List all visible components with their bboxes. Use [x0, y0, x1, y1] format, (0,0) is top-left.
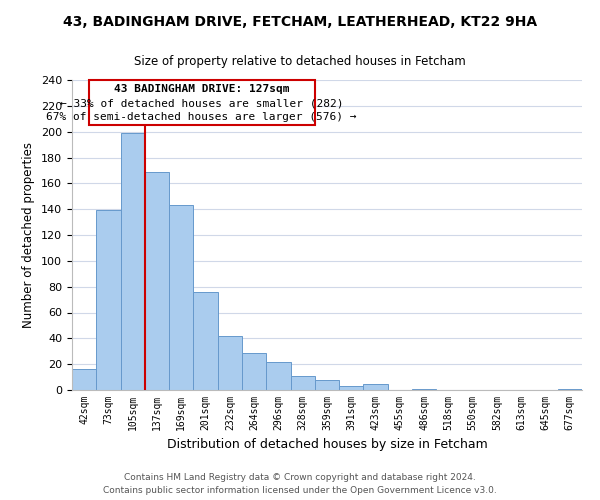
Bar	[145, 172, 169, 390]
Bar	[315, 380, 339, 390]
Bar	[339, 386, 364, 390]
Text: Size of property relative to detached houses in Fetcham: Size of property relative to detached ho…	[134, 55, 466, 68]
Bar	[242, 352, 266, 390]
Bar	[96, 210, 121, 390]
Bar	[558, 388, 582, 390]
Text: Contains public sector information licensed under the Open Government Licence v3: Contains public sector information licen…	[103, 486, 497, 495]
Bar	[72, 370, 96, 390]
Bar	[193, 292, 218, 390]
Y-axis label: Number of detached properties: Number of detached properties	[22, 142, 35, 328]
Text: Contains HM Land Registry data © Crown copyright and database right 2024.: Contains HM Land Registry data © Crown c…	[124, 472, 476, 482]
Text: 67% of semi-detached houses are larger (576) →: 67% of semi-detached houses are larger (…	[46, 112, 357, 122]
Text: ← 33% of detached houses are smaller (282): ← 33% of detached houses are smaller (28…	[60, 98, 343, 108]
Bar	[364, 384, 388, 390]
Bar	[290, 376, 315, 390]
FancyBboxPatch shape	[89, 80, 315, 125]
Bar	[266, 362, 290, 390]
Bar	[169, 206, 193, 390]
X-axis label: Distribution of detached houses by size in Fetcham: Distribution of detached houses by size …	[167, 438, 487, 452]
Bar	[218, 336, 242, 390]
Bar	[121, 133, 145, 390]
Text: 43 BADINGHAM DRIVE: 127sqm: 43 BADINGHAM DRIVE: 127sqm	[114, 84, 289, 94]
Text: 43, BADINGHAM DRIVE, FETCHAM, LEATHERHEAD, KT22 9HA: 43, BADINGHAM DRIVE, FETCHAM, LEATHERHEA…	[63, 15, 537, 29]
Bar	[412, 388, 436, 390]
